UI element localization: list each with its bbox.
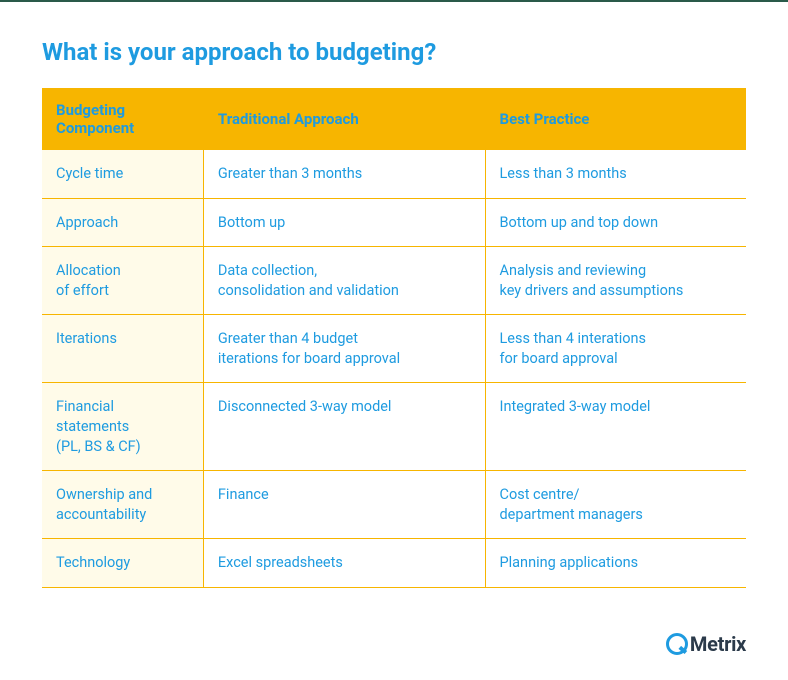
table-row: TechnologyExcel spreadsheetsPlanning app… [42,539,746,588]
logo-q-icon [666,633,688,655]
budgeting-table: Budgeting Component Traditional Approach… [42,88,746,588]
column-header-best-practice: Best Practice [486,88,747,150]
cell-best-practice: Analysis and reviewing key drivers and a… [486,247,747,315]
content-container: What is your approach to budgeting? Budg… [0,0,788,588]
table-row: Allocation of effortData collection, con… [42,247,746,315]
page-title: What is your approach to budgeting? [42,38,746,66]
frame-top-border [0,0,788,2]
cell-best-practice: Integrated 3-way model [486,383,747,471]
cell-component: Approach [42,199,204,248]
column-header-component: Budgeting Component [42,88,204,150]
table-row: IterationsGreater than 4 budget iteratio… [42,315,746,383]
table-header-row: Budgeting Component Traditional Approach… [42,88,746,150]
cell-component: Iterations [42,315,204,383]
cell-component: Allocation of effort [42,247,204,315]
table-row: ApproachBottom upBottom up and top down [42,199,746,248]
brand-logo: Metrix [666,632,746,656]
cell-component: Ownership and accountability [42,471,204,539]
table-body: Cycle timeGreater than 3 monthsLess than… [42,150,746,588]
cell-best-practice: Less than 3 months [486,150,747,199]
cell-best-practice: Less than 4 interations for board approv… [486,315,747,383]
cell-best-practice: Cost centre/ department managers [486,471,747,539]
cell-traditional: Data collection, consolidation and valid… [204,247,486,315]
column-header-traditional: Traditional Approach [204,88,486,150]
cell-traditional: Greater than 3 months [204,150,486,199]
table-row: Ownership and accountabilityFinanceCost … [42,471,746,539]
cell-best-practice: Bottom up and top down [486,199,747,248]
cell-traditional: Excel spreadsheets [204,539,486,588]
cell-component: Cycle time [42,150,204,199]
cell-traditional: Bottom up [204,199,486,248]
table-row: Financial statements (PL, BS & CF)Discon… [42,383,746,471]
cell-traditional: Greater than 4 budget iterations for boa… [204,315,486,383]
cell-traditional: Disconnected 3-way model [204,383,486,471]
cell-component: Financial statements (PL, BS & CF) [42,383,204,471]
logo-text: Metrix [690,632,746,656]
table-row: Cycle timeGreater than 3 monthsLess than… [42,150,746,199]
cell-best-practice: Planning applications [486,539,747,588]
cell-component: Technology [42,539,204,588]
cell-traditional: Finance [204,471,486,539]
